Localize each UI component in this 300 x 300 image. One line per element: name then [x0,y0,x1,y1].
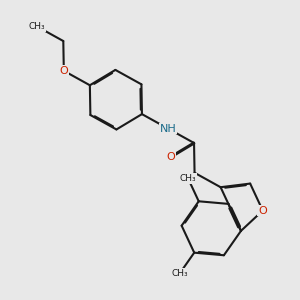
Text: NH: NH [160,124,176,134]
Text: CH₃: CH₃ [171,269,188,278]
Text: CH₃: CH₃ [180,174,196,183]
Text: O: O [59,66,68,76]
Text: CH₃: CH₃ [29,22,46,31]
Text: O: O [258,206,267,216]
Text: O: O [167,152,176,162]
